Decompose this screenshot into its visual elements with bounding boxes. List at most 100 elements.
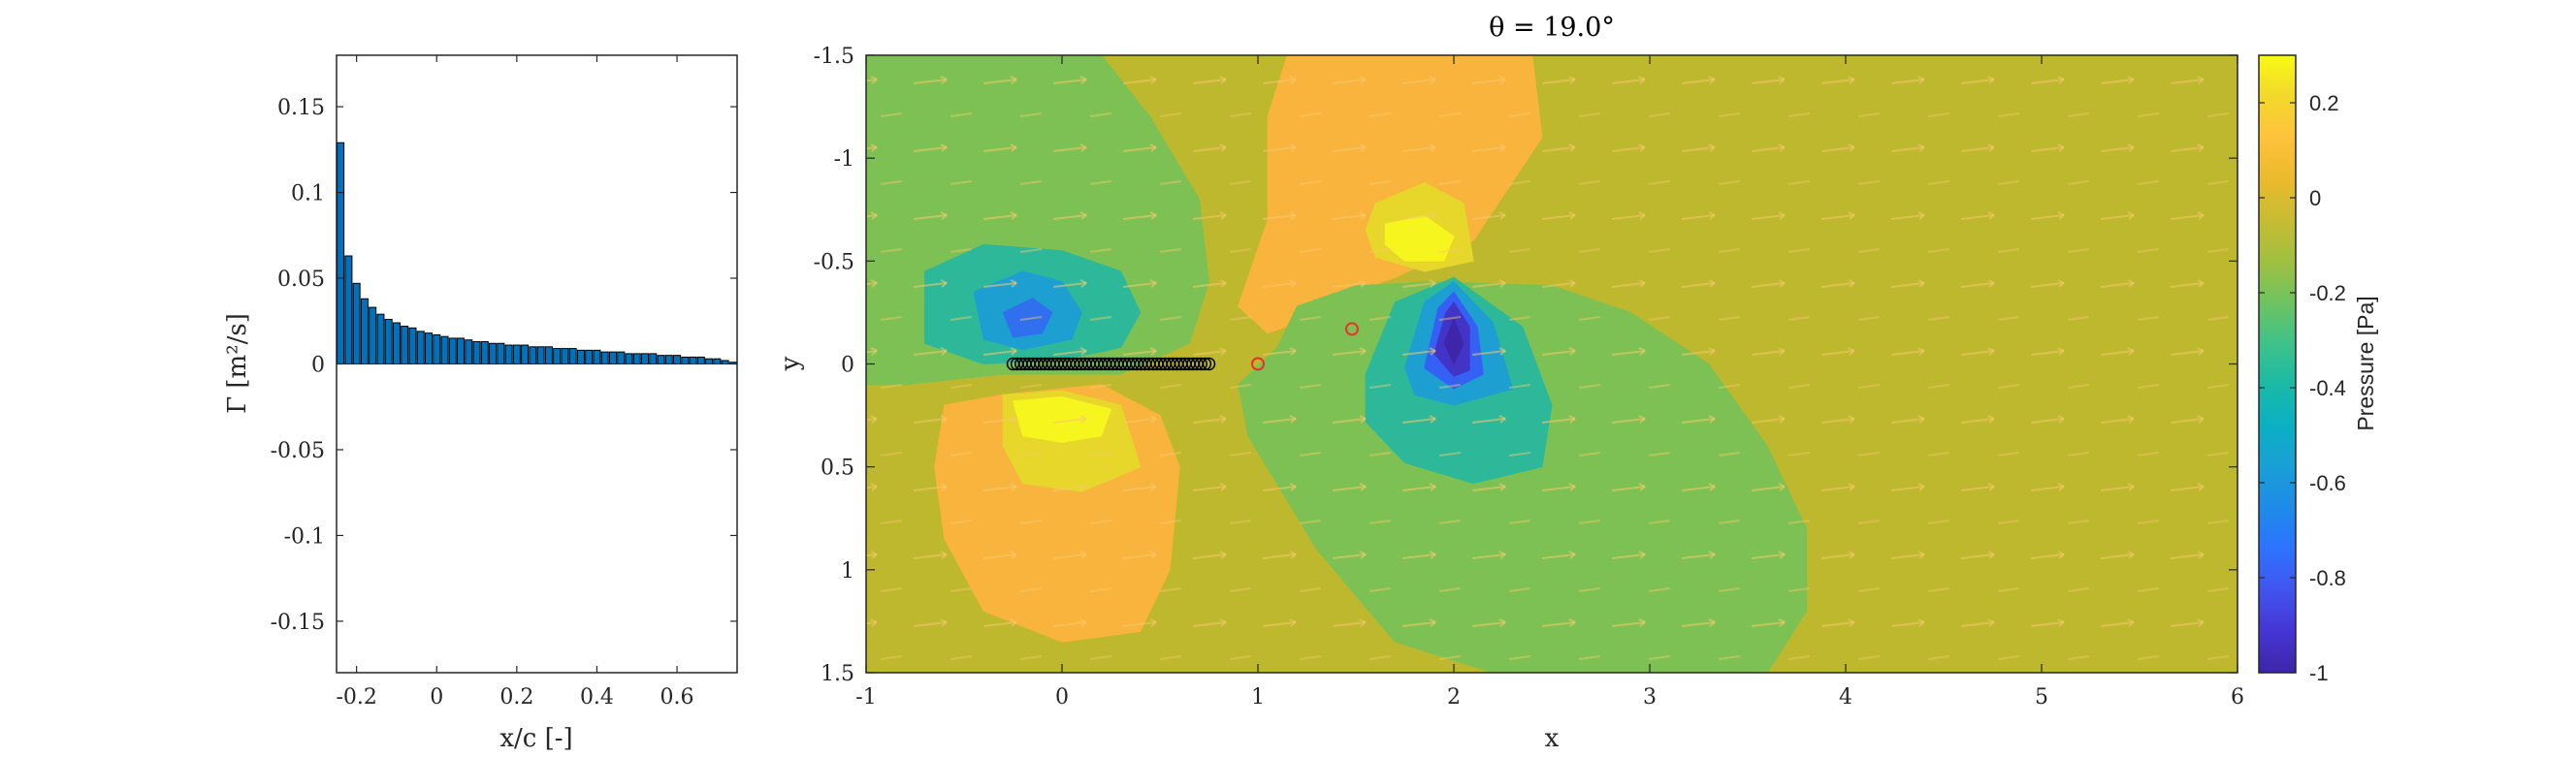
colorbar-tick-label: -1: [2309, 661, 2329, 685]
gamma-bar: [440, 335, 449, 365]
pressure-title: θ = 19.0°: [1489, 13, 1615, 43]
pressure-contour-plot: -1 0 1 2 3 4 5 6-1.5-1-0.500.511.5 θ = 19.0° x …: [776, 13, 2244, 753]
pressure-x-tick-label: 1: [1251, 685, 1265, 710]
gamma-y-tick-label: 0.1: [291, 182, 325, 206]
gamma-bar: [472, 340, 481, 364]
gamma-bar: [640, 353, 650, 364]
gamma-bar: [376, 313, 385, 364]
pressure-y-tick-label: 1.5: [821, 662, 854, 686]
gamma-bar: [536, 346, 545, 364]
gamma-x-tick-label: 0: [430, 685, 443, 710]
gamma-x-tick-label: 0.6: [660, 685, 694, 710]
pressure-x-tick-label: 2: [1447, 685, 1461, 710]
colorbar-label: Pressure [Pa]: [2353, 296, 2378, 430]
gamma-bar: [617, 351, 626, 365]
gamma-ticks: -0.2 0 0.2 0.4 0.6 0.15 0.1 0.05 0 -0.05 -0.1 -0.15: [271, 55, 737, 710]
colorbar-gradient: [2258, 54, 2297, 674]
gamma-bar: [608, 351, 617, 365]
gamma-bar: [576, 349, 585, 365]
gamma-bar: [544, 346, 553, 364]
gamma-bar: [553, 348, 562, 365]
colorbar-tick-label: -0.6: [2309, 471, 2346, 495]
pressure-x-tick-label: 6: [2231, 685, 2244, 710]
colorbar-tick-label: 0.2: [2309, 91, 2339, 115]
pressure-colorbar: 0.2 0 -0.2 -0.4 -0.6 -0.8 -1 Pressure [Pa]: [2258, 54, 2378, 685]
gamma-bar: [696, 356, 705, 364]
gamma-y-tick-label: 0.15: [277, 96, 325, 120]
gamma-bar: [529, 346, 537, 364]
gamma-bar: [512, 344, 521, 364]
gamma-bar: [600, 351, 609, 365]
pressure-ticks: -1 0 1 2 3 4 5 6 -1.5 -1 -0.5 0 0.5 1 1.5: [814, 45, 2244, 710]
plate-vortex-marker: [1202, 357, 1216, 371]
gamma-bar: [344, 255, 353, 364]
gamma-bar: [649, 353, 658, 364]
pressure-x-tick-label: 4: [1839, 685, 1852, 710]
gamma-y-tick-label: 0.05: [277, 268, 325, 292]
pressure-x-tick-label: 5: [2035, 685, 2048, 710]
pressure-x-tick-label: 3: [1643, 685, 1657, 710]
vortex-markers: [1006, 322, 1359, 371]
gamma-bar: [392, 322, 401, 364]
gamma-bar: [465, 339, 473, 365]
pressure-x-tick-label: 0: [1055, 685, 1069, 710]
gamma-bar: [360, 298, 369, 364]
gamma-bar: [664, 355, 673, 364]
gamma-bar: [632, 353, 641, 364]
gamma-bar: [657, 355, 665, 364]
pressure-y-tick-label: 1: [841, 559, 854, 584]
pressure-y-axis-label: y: [776, 356, 805, 371]
gamma-y-tick-label: 0: [311, 354, 325, 378]
wake-vortex-marker: [1344, 322, 1359, 336]
gamma-bar: [497, 342, 505, 364]
gamma-bar: [721, 360, 729, 365]
gamma-bar: [561, 348, 569, 365]
gamma-bar: [673, 355, 682, 364]
gamma-bar: [585, 349, 594, 365]
gamma-bar: [337, 142, 345, 364]
pressure-y-tick-label: -1.5: [814, 45, 854, 69]
plate-vortex-marker: [1198, 357, 1212, 371]
gamma-y-tick-label: -0.15: [271, 611, 325, 635]
gamma-bar: [521, 344, 530, 364]
gamma-bar: [593, 349, 601, 365]
gamma-y-tick-label: -0.05: [271, 439, 325, 463]
pressure-x-axis-label: x: [1545, 724, 1560, 753]
gamma-bar: [384, 318, 393, 364]
gamma-bar: [433, 333, 441, 364]
gamma-bar: [705, 358, 714, 365]
colorbar-tick-label: -0.4: [2309, 376, 2346, 400]
colorbar-ticks: 0.2 0 -0.2 -0.4 -0.6 -0.8 -1: [2259, 91, 2346, 685]
gamma-bar: [681, 356, 690, 364]
gamma-bar: [480, 340, 489, 364]
pressure-y-tick-label: -0.5: [814, 250, 854, 274]
gamma-bar: [408, 327, 417, 365]
pressure-y-tick-label: 0.5: [821, 457, 854, 481]
gamma-bar: [401, 326, 409, 365]
gamma-y-axis-label: Γ [m²/s]: [223, 313, 252, 414]
gamma-bar: [448, 337, 457, 365]
gamma-bar: [689, 356, 697, 364]
gamma-bar: [489, 342, 498, 364]
pressure-y-tick-label: -1: [834, 147, 854, 172]
gamma-bar: [416, 331, 425, 364]
pressure-y-tick-label: 0: [841, 354, 854, 378]
gamma-x-tick-label: 0.2: [499, 685, 533, 710]
colorbar-tick-label: -0.2: [2309, 281, 2346, 305]
gamma-bar: [713, 358, 722, 365]
wake-vortex-marker: [1251, 357, 1265, 371]
gamma-bar: [424, 332, 434, 364]
gamma-bar: [568, 348, 577, 365]
gamma-bar: [504, 344, 513, 364]
gamma-x-axis-label: x/c [-]: [499, 724, 572, 753]
gamma-x-tick-label: -0.2: [336, 685, 376, 710]
gamma-bar: [625, 353, 633, 364]
gamma-bar: [457, 337, 466, 365]
gamma-bar-chart: -0.2 0 0.2 0.4 0.6 0.15 0.1 0.05 0 -0.05 -0.1 -0.15…: [223, 54, 738, 753]
plate-vortex-marker: [1194, 357, 1208, 371]
colorbar-tick-label: -0.8: [2309, 566, 2346, 590]
gamma-bars: [337, 142, 737, 365]
gamma-y-tick-label: -0.1: [284, 524, 325, 549]
pressure-x-tick-label: -1: [855, 685, 876, 710]
